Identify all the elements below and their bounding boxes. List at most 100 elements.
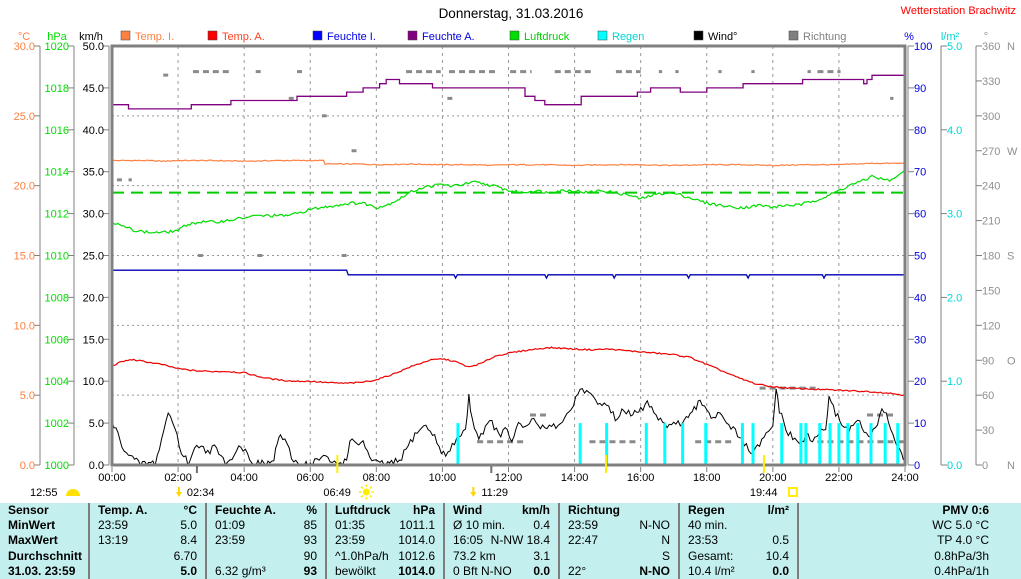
svg-text:N: N (1007, 41, 1015, 53)
plot-area[interactable] (112, 46, 905, 465)
svg-text:O: O (1007, 355, 1016, 367)
svg-text:1.0: 1.0 (947, 376, 962, 388)
sensor-row-1: MinWert (8, 518, 56, 533)
legend-item-feuchte-a-[interactable]: Feuchte A. (407, 30, 475, 43)
weather-chart: Donnerstag, 31.03.2016 Wetterstation Bra… (14, 5, 1018, 500)
stats-col-temp-a: Temp. A. °C 23:59 5.0 13:19 8.4 6.70 5.0 (88, 503, 205, 579)
series-temp-i (112, 159, 905, 167)
svg-text:240: 240 (982, 181, 1000, 193)
svg-text:25.0: 25.0 (83, 251, 104, 263)
axis-left-wind: km/h50.0 45.0 40.0 35.0 30.0 25.0 20.0 15.0 10.0… (79, 31, 110, 472)
svg-text:08:00: 08:00 (363, 472, 391, 484)
svg-text:18:00: 18:00 (693, 472, 721, 484)
svg-text:1014: 1014 (45, 167, 69, 179)
feuchte-a-row-2: 23:59 93 (215, 533, 317, 548)
svg-text:hPa: hPa (47, 31, 67, 43)
svg-text:1004: 1004 (45, 376, 69, 388)
svg-text:4.0: 4.0 (947, 125, 962, 137)
luftdruck-row-4: bewölkt 1014.0 (335, 563, 435, 578)
svg-text:1018: 1018 (45, 83, 69, 95)
svg-text:Temp. I.: Temp. I. (135, 31, 174, 43)
svg-text:Feuchte I.: Feuchte I. (327, 31, 376, 43)
grid (112, 46, 905, 465)
axis-left-temp: °C30.0 25.0 20.0 15.0 10.0 5.0 0.0 (14, 31, 41, 472)
feuchte-a-row-3: 90 (303, 548, 317, 563)
svg-text:02:00: 02:00 (164, 472, 192, 484)
legend-item-temp-i-[interactable]: Temp. I. (120, 30, 174, 43)
stats-col-regen: Regen l/m² 40 min. 23:53 0.5 Gesamt: 10.4 10.4 … (678, 503, 797, 579)
wind-row-0: Wind km/h (453, 503, 550, 517)
svg-text:°: ° (984, 31, 988, 43)
svg-text:10.0: 10.0 (83, 376, 104, 388)
svg-text:12:55: 12:55 (30, 487, 58, 499)
event-markers: 12:55 02:34 06:49 11:29 19:44 (30, 455, 798, 500)
sensor-row-0: Sensor (8, 503, 49, 517)
svg-text:0: 0 (914, 460, 920, 472)
legend-item-wind-[interactable]: Wind° (693, 30, 737, 43)
svg-text:40.0: 40.0 (83, 125, 104, 137)
svg-text:30: 30 (914, 334, 926, 346)
svg-text:10.0: 10.0 (14, 320, 35, 332)
series-feuchte-i (112, 269, 905, 280)
series-luftdruck (112, 169, 905, 234)
legend-item-luftdruck[interactable]: Luftdruck (509, 30, 570, 43)
svg-text:24:00: 24:00 (891, 472, 919, 484)
temp-a-row-3: 6.70 (173, 548, 197, 563)
series-feuchte-a (112, 74, 905, 110)
svg-text:80: 80 (914, 125, 926, 137)
svg-text:50: 50 (914, 251, 926, 263)
svg-text:Wind°: Wind° (708, 31, 737, 43)
pmv-row-4: 0.4hPa/1h (934, 563, 989, 578)
svg-text:5.0: 5.0 (947, 41, 962, 53)
svg-text:300: 300 (982, 111, 1000, 123)
svg-text:45.0: 45.0 (83, 83, 104, 95)
pmv-row-3: 0.8hPa/3h (934, 548, 989, 563)
legend-item-temp-a-[interactable]: Temp. A. (207, 30, 265, 43)
series-richtung (116, 70, 905, 444)
legend-item-feuchte-i-[interactable]: Feuchte I. (312, 30, 376, 43)
svg-text:14:00: 14:00 (561, 472, 589, 484)
svg-text:90: 90 (914, 83, 926, 95)
svg-text:150: 150 (982, 285, 1000, 297)
svg-text:100: 100 (914, 41, 932, 53)
page-title: Donnerstag, 31.03.2016 (439, 6, 584, 21)
pmv-row-2: TP 4.0 °C (937, 533, 989, 548)
richtung-row-0: Richtung (568, 503, 620, 517)
svg-text:2.0: 2.0 (947, 292, 962, 304)
svg-text:06:00: 06:00 (296, 472, 324, 484)
svg-text:70: 70 (914, 167, 926, 179)
svg-text:35.0: 35.0 (83, 167, 104, 179)
svg-text:Regen: Regen (612, 31, 644, 43)
stats-col-sensor: Sensor MinWert MaxWert Durchschnitt 31.03. 2… (0, 503, 88, 579)
legend-item-regen[interactable]: Regen (597, 30, 644, 43)
svg-text:210: 210 (982, 216, 1000, 228)
svg-text:Richtung: Richtung (803, 31, 846, 43)
richtung-row-3: S (661, 548, 670, 563)
svg-text:l/m²: l/m² (941, 31, 960, 43)
sensor-row-2: MaxWert (8, 533, 58, 548)
svg-text:1020: 1020 (45, 41, 69, 53)
wind-row-2: 16:05 N-NW 18.4 (453, 533, 550, 548)
sensor-row-3: Durchschnitt (8, 548, 83, 563)
svg-text:%: % (904, 31, 914, 43)
luftdruck-row-0: Luftdruck hPa (335, 503, 435, 517)
svg-text:11:29: 11:29 (481, 487, 508, 499)
svg-text:270: 270 (982, 146, 1000, 158)
series-regen (456, 423, 900, 465)
svg-text:°C: °C (18, 31, 30, 43)
legend: Temp. I. Temp. A. Feuchte I. Feuchte A. Luft… (120, 30, 846, 43)
svg-text:330: 330 (982, 76, 1000, 88)
svg-text:30.0: 30.0 (83, 209, 104, 221)
svg-text:15.0: 15.0 (83, 334, 104, 346)
svg-text:1002: 1002 (45, 418, 69, 430)
x-axis: 00:00 02:00 04:00 06:00 08:00 10:00 12:00 14:00… (98, 467, 919, 484)
svg-text:50.0: 50.0 (83, 41, 104, 53)
svg-text:360: 360 (982, 41, 1000, 53)
svg-text:0: 0 (982, 460, 988, 472)
svg-text:3.0: 3.0 (947, 209, 962, 221)
legend-item-richtung[interactable]: Richtung (788, 30, 846, 43)
svg-text:S: S (1007, 251, 1014, 263)
